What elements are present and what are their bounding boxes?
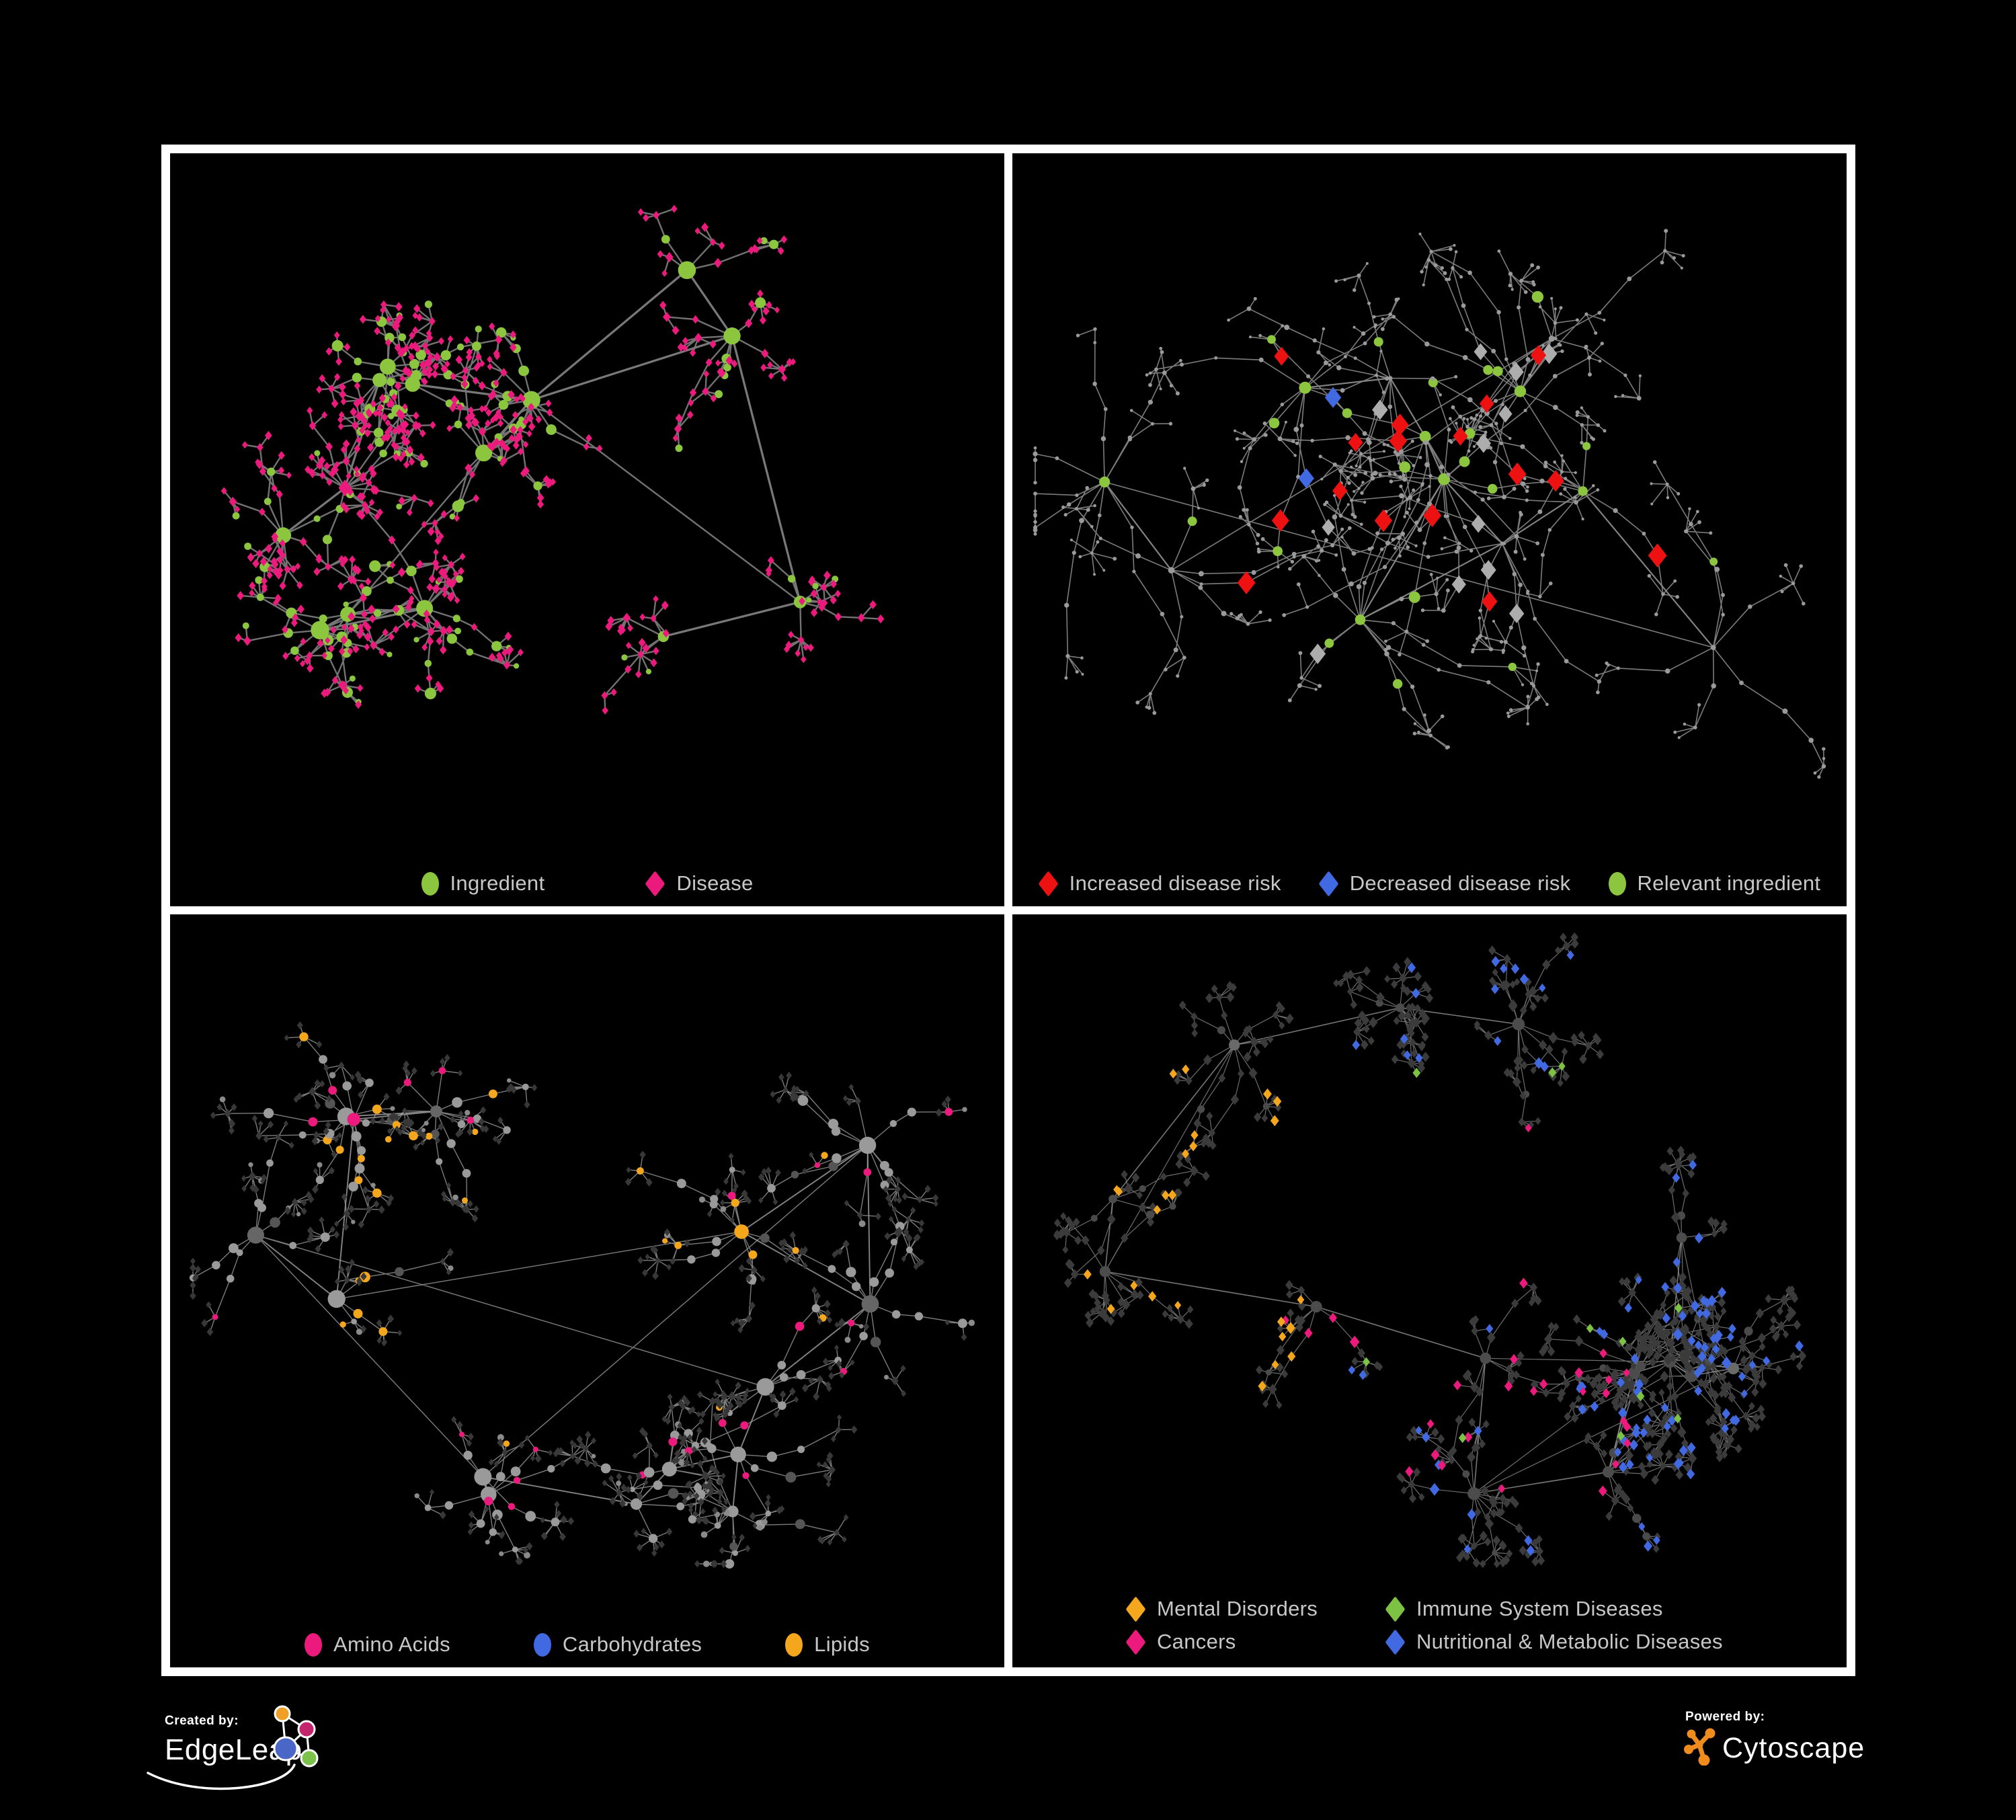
legend-item: Amino Acids: [305, 1632, 450, 1657]
legend-disease-classes: Mental Disorders Immune System Diseases …: [1125, 1595, 1723, 1655]
legend-label: Decreased disease risk: [1349, 871, 1571, 895]
legend-label: Carbohydrates: [562, 1632, 702, 1656]
nutrient-class-network-graph: [189, 1021, 975, 1569]
panel-ingredient-disease: Ingredient Disease: [170, 153, 1004, 906]
legend-item: Decreased disease risk: [1318, 870, 1571, 897]
legend-label: Cancers: [1157, 1630, 1236, 1653]
panel-nutrient-classes: Amino Acids Carbohydrates Lipids: [170, 914, 1004, 1667]
legend-label: Amino Acids: [333, 1632, 450, 1656]
legend-label: Mental Disorders: [1157, 1597, 1318, 1620]
legend-label: Immune System Diseases: [1416, 1597, 1663, 1620]
cytoscape-logo-icon: [1684, 1728, 1716, 1766]
legend-item: Relevant ingredient: [1608, 871, 1821, 896]
amino-acids-circle-swatch-icon: [305, 1632, 323, 1657]
disease-diamond-swatch-icon: [645, 870, 666, 897]
legend-item: Cancers: [1125, 1628, 1385, 1655]
panel-disease-risk: Increased disease risk Decreased disease…: [1012, 153, 1847, 906]
panel-disease-classes: Mental Disorders Immune System Diseases …: [1012, 914, 1847, 1667]
nutritional-metabolic-diamond-swatch-icon: [1385, 1628, 1406, 1655]
cancers-diamond-swatch-icon: [1125, 1628, 1146, 1655]
legend-item: Carbohydrates: [533, 1632, 702, 1657]
cytoscape-brand-name: Cytoscape: [1722, 1732, 1865, 1764]
panel-grid: Ingredient Disease Increased disease ris…: [161, 145, 1855, 1676]
disease-risk-network-graph: [1033, 229, 1826, 779]
legend-disease-risk: Increased disease risk Decreased disease…: [1012, 870, 1847, 897]
legend-ingredient-disease: Ingredient Disease: [170, 870, 1004, 897]
lipids-circle-swatch-icon: [785, 1632, 803, 1657]
powered-by-label: Powered by:: [1685, 1710, 1765, 1724]
immune-system-diamond-swatch-icon: [1385, 1595, 1406, 1622]
legend-label: Lipids: [814, 1632, 870, 1656]
ingredient-disease-network-graph: [220, 204, 885, 715]
edgeleap-logo-icon: [147, 1705, 319, 1790]
legend-nutrient-classes: Amino Acids Carbohydrates Lipids: [170, 1632, 1004, 1657]
relevant-ingredient-circle-swatch-icon: [1608, 871, 1626, 896]
disease-class-network-graph: [1053, 932, 1807, 1569]
carbohydrates-circle-swatch-icon: [533, 1632, 551, 1657]
ingredient-circle-swatch-icon: [421, 871, 439, 896]
legend-item: Lipids: [785, 1632, 870, 1657]
created-by-label: Created by:: [165, 1714, 239, 1728]
legend-label: Ingredient: [450, 871, 545, 895]
legend-label: Relevant ingredient: [1637, 871, 1821, 895]
legend-label: Nutritional & Metabolic Diseases: [1416, 1630, 1723, 1653]
legend-item: Disease: [645, 870, 754, 897]
legend-label: Disease: [676, 871, 754, 895]
legend-item: Mental Disorders: [1125, 1595, 1385, 1622]
decreased-risk-diamond-swatch-icon: [1318, 870, 1339, 897]
legend-item: Ingredient: [421, 871, 545, 896]
mental-disorders-diamond-swatch-icon: [1125, 1595, 1146, 1622]
legend-item: Immune System Diseases: [1385, 1595, 1723, 1622]
legend-item: Nutritional & Metabolic Diseases: [1385, 1628, 1723, 1655]
legend-item: Increased disease risk: [1038, 870, 1281, 897]
legend-label: Increased disease risk: [1069, 871, 1281, 895]
increased-risk-diamond-swatch-icon: [1038, 870, 1059, 897]
